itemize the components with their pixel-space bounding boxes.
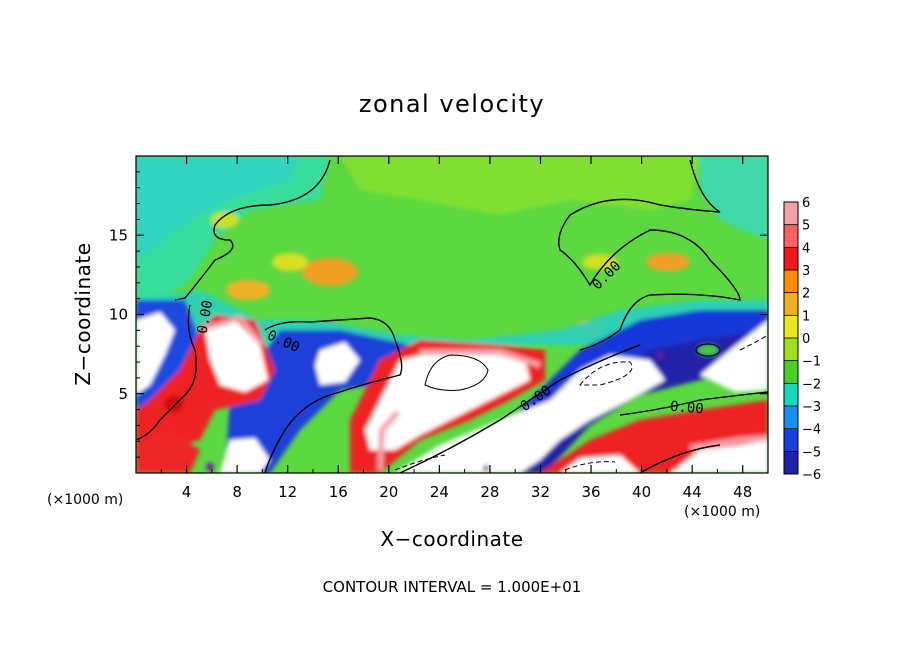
- zero-contour-lower-right: [619, 391, 768, 416]
- field-saturated-right-diagonal: [395, 355, 665, 473]
- field-pocket-orange-1: [302, 258, 358, 286]
- contour-label-1: 0.00: [195, 299, 217, 335]
- x-tick-label: 48: [733, 483, 752, 501]
- zero-contour-bottom-right: [639, 444, 721, 473]
- negative-contour-2: [739, 334, 768, 351]
- zero-contour-center-mid: [264, 317, 403, 473]
- colorbar-label: 6: [802, 196, 810, 211]
- contour-interval-footer: CONTOUR INTERVAL = 1.000E+01: [323, 578, 582, 596]
- x-tick-label: 44: [683, 483, 702, 501]
- x-tick-label: 28: [480, 483, 499, 501]
- colorbar-swatch: [784, 406, 798, 429]
- colorbar-swatch: [784, 451, 798, 474]
- y-tick-label: 5: [118, 385, 128, 403]
- field-pocket-orange-3: [646, 253, 690, 271]
- chart-title: zonal velocity: [359, 90, 545, 118]
- x-tick-label: 16: [329, 483, 348, 501]
- field-spot-red: [165, 395, 183, 413]
- colorbar-label: 3: [802, 264, 810, 279]
- x-tick-label: 40: [632, 483, 651, 501]
- x-unit-right: (×1000 m): [684, 504, 760, 520]
- field-speck-purple-1: [206, 463, 214, 471]
- zero-contour-left-mid: [136, 304, 197, 441]
- field-fringe-pink-right: [689, 435, 768, 451]
- negative-contour-3: [394, 454, 446, 471]
- field-zone-red-bottom-left: [136, 430, 200, 473]
- colorbar-label: −2: [802, 377, 821, 392]
- field-zone-navy-right: [500, 330, 768, 473]
- x-unit-left: (×1000 m): [47, 492, 123, 508]
- colorbar-label: −5: [802, 445, 821, 460]
- zero-contour-diagonal: [399, 344, 641, 473]
- field-speck-purple-3: [657, 352, 663, 358]
- colorbar-swatch: [784, 428, 798, 452]
- colorbar-swatch: [784, 270, 798, 293]
- x-axis-label: X−coordinate: [380, 527, 523, 551]
- zero-contour-inner-right: [695, 343, 721, 357]
- x-axis-ticks: 4 8 12 16 20 24 28 32 36 40 44 48: [160, 156, 752, 501]
- colorbar: 6 5 4 3 2 1 0 −1 −2 −3 −4 −5 −6: [783, 196, 821, 483]
- field-region-cyan-top-right: [700, 156, 768, 240]
- colorbar-label: −4: [802, 423, 821, 438]
- colorbar-swatch: [784, 292, 798, 316]
- x-tick-label: 4: [182, 483, 192, 501]
- x-tick-label: 20: [379, 483, 398, 501]
- y-tick-label: 15: [109, 226, 128, 244]
- field-saturated-bottom-left: [220, 438, 270, 473]
- field-saturated-far-right: [700, 320, 768, 392]
- field-fringe-pink-center: [377, 410, 401, 471]
- negative-contour-1: [578, 361, 633, 386]
- field-saturated-left: [136, 312, 175, 395]
- field-pocket-yellow-1: [272, 253, 308, 271]
- x-tick-label: 8: [232, 483, 242, 501]
- y-axis-label: Z−coordinate: [71, 242, 95, 385]
- colorbar-label: 0: [802, 332, 810, 347]
- colorbar-swatch: [784, 247, 798, 270]
- field-saturated-bottom-center: [560, 455, 640, 473]
- x-tick-label: 24: [430, 483, 449, 501]
- colorbar-label: 2: [802, 287, 810, 302]
- field-pocket-green-right: [698, 345, 718, 355]
- heatmap-field: 0.00 0.00 0.00 0.00 0.00: [136, 156, 768, 473]
- colorbar-swatch: [784, 383, 798, 406]
- zero-contour-inner-center: [424, 354, 489, 391]
- colorbar-label: −3: [802, 400, 821, 415]
- negative-contour-4: [564, 461, 616, 471]
- colorbar-swatch: [784, 338, 798, 361]
- zero-contour-upper-left: [174, 159, 331, 301]
- colorbar-label: −1: [802, 355, 821, 370]
- x-tick-label: 32: [531, 483, 550, 501]
- field-saturated-right-center: [365, 350, 530, 450]
- x-tick-label: 12: [278, 483, 297, 501]
- colorbar-label: −6: [802, 468, 821, 483]
- field-saturated-center: [315, 342, 360, 385]
- colorbar-label: 4: [802, 241, 810, 256]
- colorbar-label: 5: [802, 219, 810, 234]
- zero-contours: [136, 159, 768, 473]
- field-fringe-pink-top: [420, 349, 541, 368]
- field-saturated-bottom-right: [670, 440, 768, 473]
- field-pocket-orange-2: [226, 280, 270, 300]
- field-speck-purple-2: [483, 465, 489, 471]
- contour-label-5: 0.00: [669, 399, 704, 418]
- colorbar-swatch: [784, 202, 798, 225]
- colorbar-swatch: [784, 224, 798, 248]
- field-pocket-yellow-2: [211, 212, 239, 228]
- colorbar-swatch: [784, 360, 798, 384]
- field-region-cyan-top: [136, 156, 300, 260]
- zero-contour-upper-right: [558, 159, 741, 351]
- negative-contours: [394, 334, 768, 471]
- field-pocket-yellow-3: [582, 254, 618, 270]
- colorbar-swatch: [784, 315, 798, 338]
- y-tick-label: 10: [109, 306, 128, 324]
- field-fringe-pink-left: [204, 315, 264, 347]
- x-tick-label: 36: [581, 483, 600, 501]
- y-axis-ticks: 5 10 15: [109, 171, 768, 458]
- field-saturated-center-left: [205, 320, 268, 392]
- colorbar-label: 1: [802, 309, 810, 324]
